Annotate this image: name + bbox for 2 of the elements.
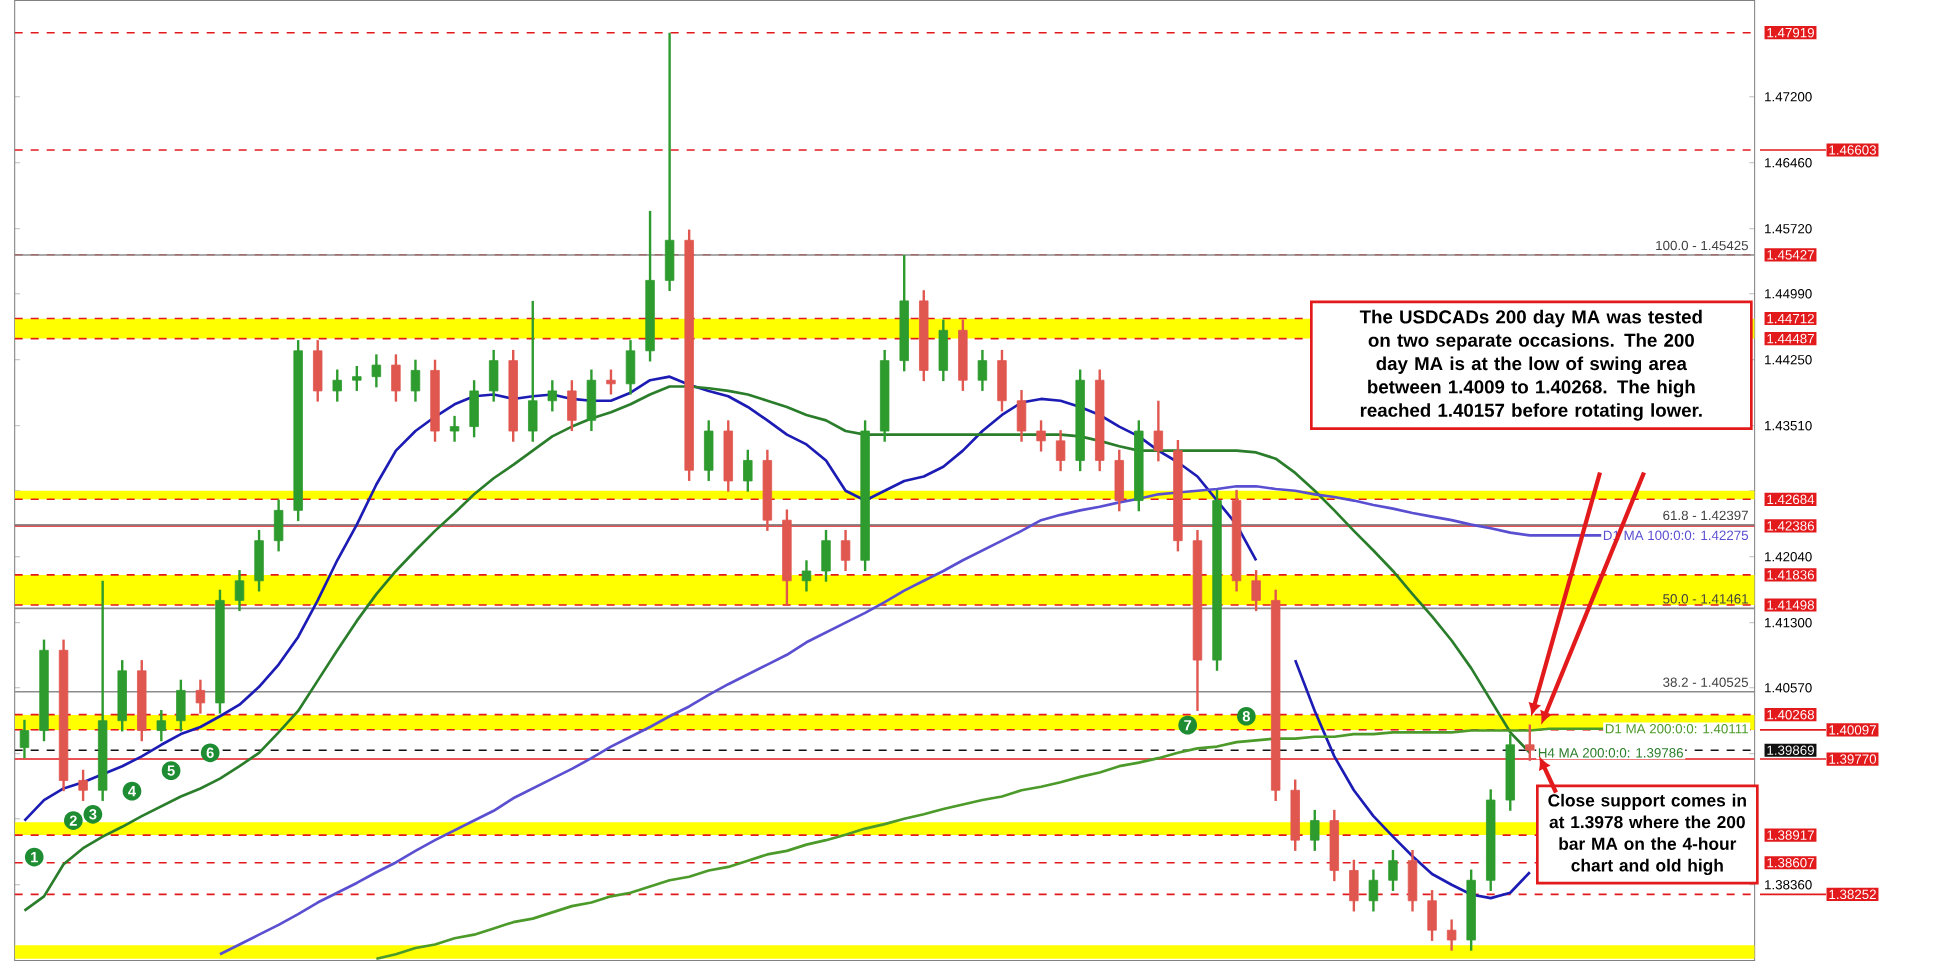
annotation: Close support comes in at 1.3978 where the 200 bar MA on the 4-hour chart and old high [1548,794,1746,876]
annotation: The USDCADs 200 day MA was tested on two separate occasions. The 200 day MA is at the low of swing area between 1.4009 to 1.40268. The high reached 1.40157 before rotating lower. [1359,310,1702,422]
